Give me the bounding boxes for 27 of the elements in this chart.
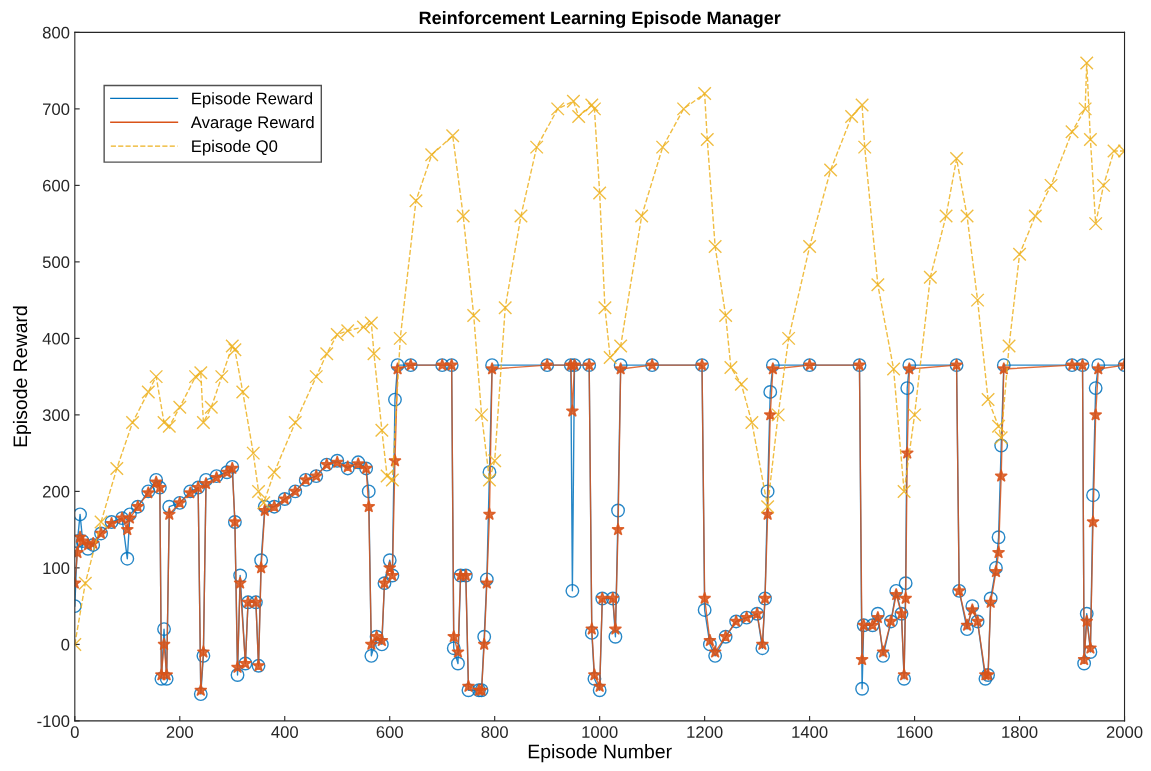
y-tick-label: 100 — [43, 562, 70, 575]
x-tick-label: 1000 — [582, 726, 618, 738]
y-tick-label: 800 — [42, 26, 70, 39]
y-tick-label: 500 — [42, 256, 70, 269]
y-tick-label: 600 — [43, 179, 70, 192]
x-tick-label: 1800 — [1002, 726, 1038, 738]
y-axis-title: Episode Reward — [12, 306, 32, 447]
x-tick-label: 0 — [70, 726, 79, 738]
y-tick-label: 300 — [42, 409, 70, 422]
chart-title: Reinforcement Learning Episode Manager — [419, 10, 781, 28]
y-tick-label: 400 — [42, 332, 70, 345]
x-tick-label: 1200 — [687, 726, 723, 738]
x-tick-label: 600 — [376, 726, 403, 738]
x-axis-title: Episode Number — [528, 744, 672, 763]
legend-label: Avarage Reward — [190, 116, 314, 132]
x-tick-label: 800 — [481, 726, 508, 738]
x-tick-label: 400 — [271, 726, 299, 738]
y-tick-label: 0 — [61, 638, 70, 651]
y-tick-label: -100 — [37, 715, 70, 728]
y-tick-label: 700 — [43, 103, 70, 116]
legend-label: Episode Reward — [192, 92, 313, 108]
x-tick-label: 200 — [166, 726, 194, 738]
x-tick-label: 2000 — [1106, 726, 1143, 738]
x-tick-label: 1400 — [792, 726, 828, 738]
y-tick-label: 200 — [42, 485, 70, 498]
legend-label: Episode Q0 — [192, 139, 278, 156]
x-tick-label: 1600 — [897, 726, 933, 738]
